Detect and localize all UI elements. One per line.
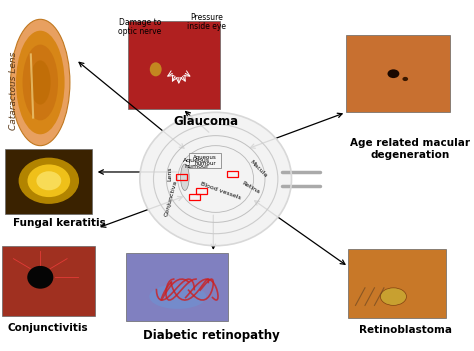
Text: Lens: Lens — [167, 166, 172, 181]
Ellipse shape — [181, 164, 189, 190]
Ellipse shape — [149, 284, 206, 309]
Ellipse shape — [140, 112, 292, 246]
Ellipse shape — [402, 77, 408, 81]
Text: inside eye: inside eye — [187, 22, 226, 31]
Text: Glaucoma: Glaucoma — [173, 114, 239, 128]
Ellipse shape — [23, 45, 58, 120]
Text: Cataractous Lens: Cataractous Lens — [9, 52, 18, 131]
FancyBboxPatch shape — [5, 149, 92, 214]
Text: Diabetic retinopathy: Diabetic retinopathy — [143, 329, 279, 342]
Ellipse shape — [150, 62, 162, 76]
Text: Macula: Macula — [249, 159, 268, 178]
FancyBboxPatch shape — [189, 153, 221, 168]
Ellipse shape — [387, 69, 399, 78]
Ellipse shape — [36, 171, 61, 190]
FancyBboxPatch shape — [348, 249, 446, 318]
Text: Retinoblastoma: Retinoblastoma — [359, 325, 452, 335]
Text: Age related macular
degeneration: Age related macular degeneration — [350, 138, 470, 160]
Text: Aqueous
humour: Aqueous humour — [183, 158, 210, 168]
Text: Conjunctiva: Conjunctiva — [164, 180, 178, 217]
Ellipse shape — [380, 288, 406, 305]
Text: optic nerve: optic nerve — [118, 27, 162, 36]
Ellipse shape — [30, 60, 51, 105]
Ellipse shape — [27, 164, 70, 197]
FancyBboxPatch shape — [2, 246, 95, 316]
Text: Fungal keratitis: Fungal keratitis — [13, 218, 106, 228]
Text: Damage to: Damage to — [118, 18, 161, 27]
Ellipse shape — [16, 31, 64, 134]
Text: Pressure: Pressure — [190, 13, 223, 22]
Text: Blood vessels: Blood vessels — [200, 181, 241, 201]
FancyBboxPatch shape — [346, 35, 450, 112]
Text: Conjunctivitis: Conjunctivitis — [7, 323, 88, 333]
Ellipse shape — [11, 19, 70, 146]
Ellipse shape — [18, 158, 79, 204]
Text: Aqueous
humour: Aqueous humour — [193, 155, 217, 166]
FancyBboxPatch shape — [128, 21, 220, 109]
Ellipse shape — [27, 266, 53, 289]
FancyBboxPatch shape — [126, 253, 228, 321]
Text: Retina: Retina — [241, 181, 261, 195]
